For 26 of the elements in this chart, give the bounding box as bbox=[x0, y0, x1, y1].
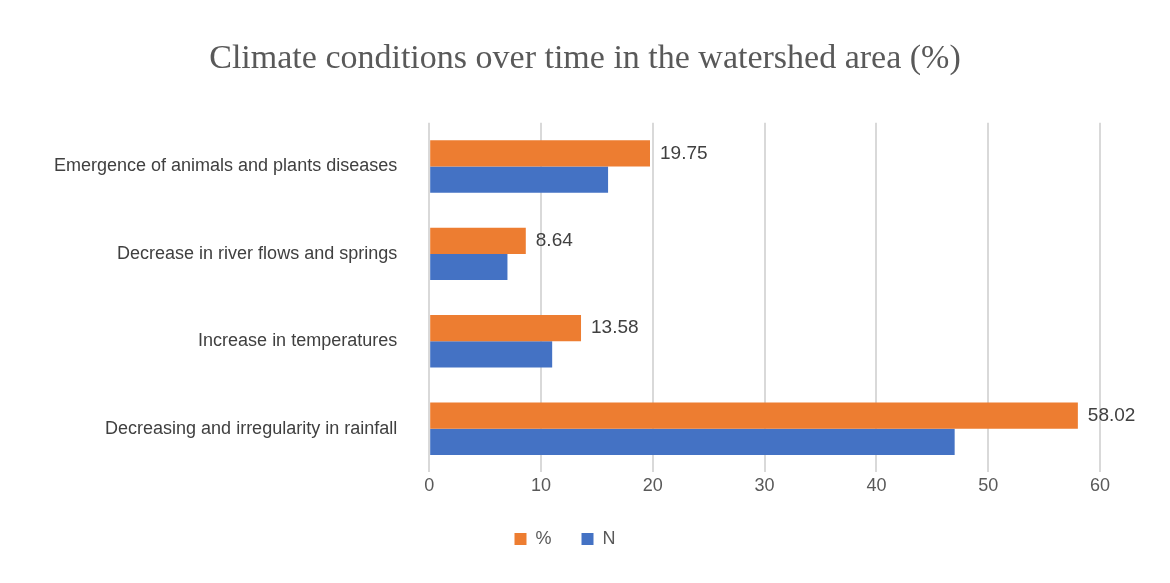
bar bbox=[430, 428, 955, 455]
y-tick-label: Decreasing and irregularity in rainfall bbox=[105, 417, 398, 438]
x-tick-label: 30 bbox=[754, 475, 775, 496]
y-tick-label: Decrease in river flows and springs bbox=[117, 242, 398, 263]
data-label: 19.75 bbox=[660, 141, 708, 163]
x-tick-label: 40 bbox=[866, 475, 887, 496]
bar bbox=[430, 402, 1078, 429]
x-tick-label: 60 bbox=[1089, 475, 1111, 496]
chart-title: Climate conditions over time in the watershed area (%) bbox=[208, 38, 962, 77]
y-tick-label: Increase in temperatures bbox=[198, 330, 398, 351]
data-label: 8.64 bbox=[535, 229, 574, 251]
bar bbox=[430, 140, 650, 167]
bar bbox=[430, 315, 582, 342]
data-label: 13.58 bbox=[591, 316, 639, 338]
bar bbox=[430, 227, 526, 254]
legend-label: N bbox=[602, 527, 616, 548]
x-tick-label: 20 bbox=[642, 475, 663, 496]
legend-label: % bbox=[535, 527, 552, 548]
bar bbox=[430, 253, 508, 281]
data-label: 58.02 bbox=[1087, 403, 1136, 425]
bar bbox=[430, 166, 609, 193]
y-tick-label: Emergence of animals and plants diseases bbox=[53, 155, 398, 176]
x-tick-label: 0 bbox=[424, 475, 435, 496]
x-tick-label: 50 bbox=[978, 475, 999, 496]
x-tick-label: 10 bbox=[530, 475, 552, 496]
bar bbox=[430, 341, 553, 368]
